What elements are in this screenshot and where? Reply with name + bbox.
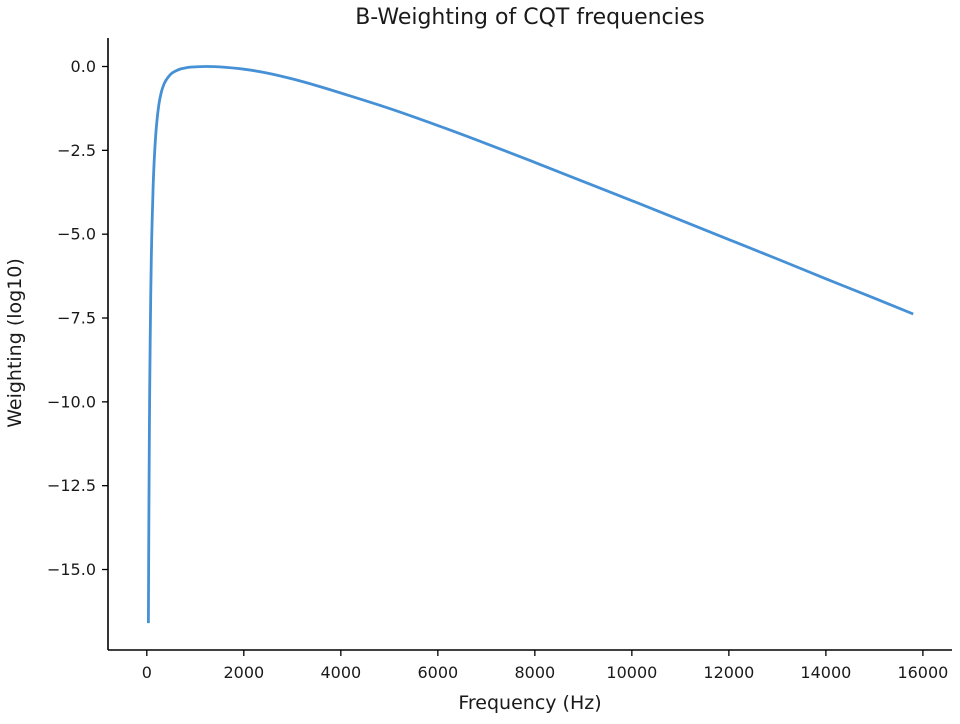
x-tick-label: 12000	[703, 663, 754, 682]
x-tick-label: 4000	[320, 663, 361, 682]
x-tick-label: 0	[142, 663, 152, 682]
x-axis-ticks: 0 2000 4000 6000 8000 10000 12000 14000 16000	[142, 650, 948, 682]
chart-title: B-Weighting of CQT frequencies	[355, 5, 705, 30]
y-tick-label: −10.0	[47, 392, 96, 411]
y-axis-label: Weighting (log10)	[4, 258, 26, 428]
y-tick-label: −7.5	[57, 309, 96, 328]
y-tick-label: 0.0	[71, 57, 96, 76]
y-tick-label: −5.0	[57, 225, 96, 244]
y-tick-label: −12.5	[47, 476, 96, 495]
x-tick-label: 14000	[800, 663, 851, 682]
x-tick-label: 16000	[897, 663, 948, 682]
series-layer	[146, 65, 914, 624]
x-tick-label: 2000	[223, 663, 264, 682]
series-line	[146, 65, 914, 624]
x-tick-label: 6000	[417, 663, 458, 682]
y-tick-label: −2.5	[57, 141, 96, 160]
x-tick-label: 10000	[606, 663, 657, 682]
x-axis-label: Frequency (Hz)	[458, 692, 601, 714]
x-tick-label: 8000	[514, 663, 555, 682]
y-tick-label: −15.0	[47, 560, 96, 579]
y-axis-ticks: 0.0 −2.5 −5.0 −7.5 −10.0 −12.5 −15.0	[47, 57, 108, 579]
